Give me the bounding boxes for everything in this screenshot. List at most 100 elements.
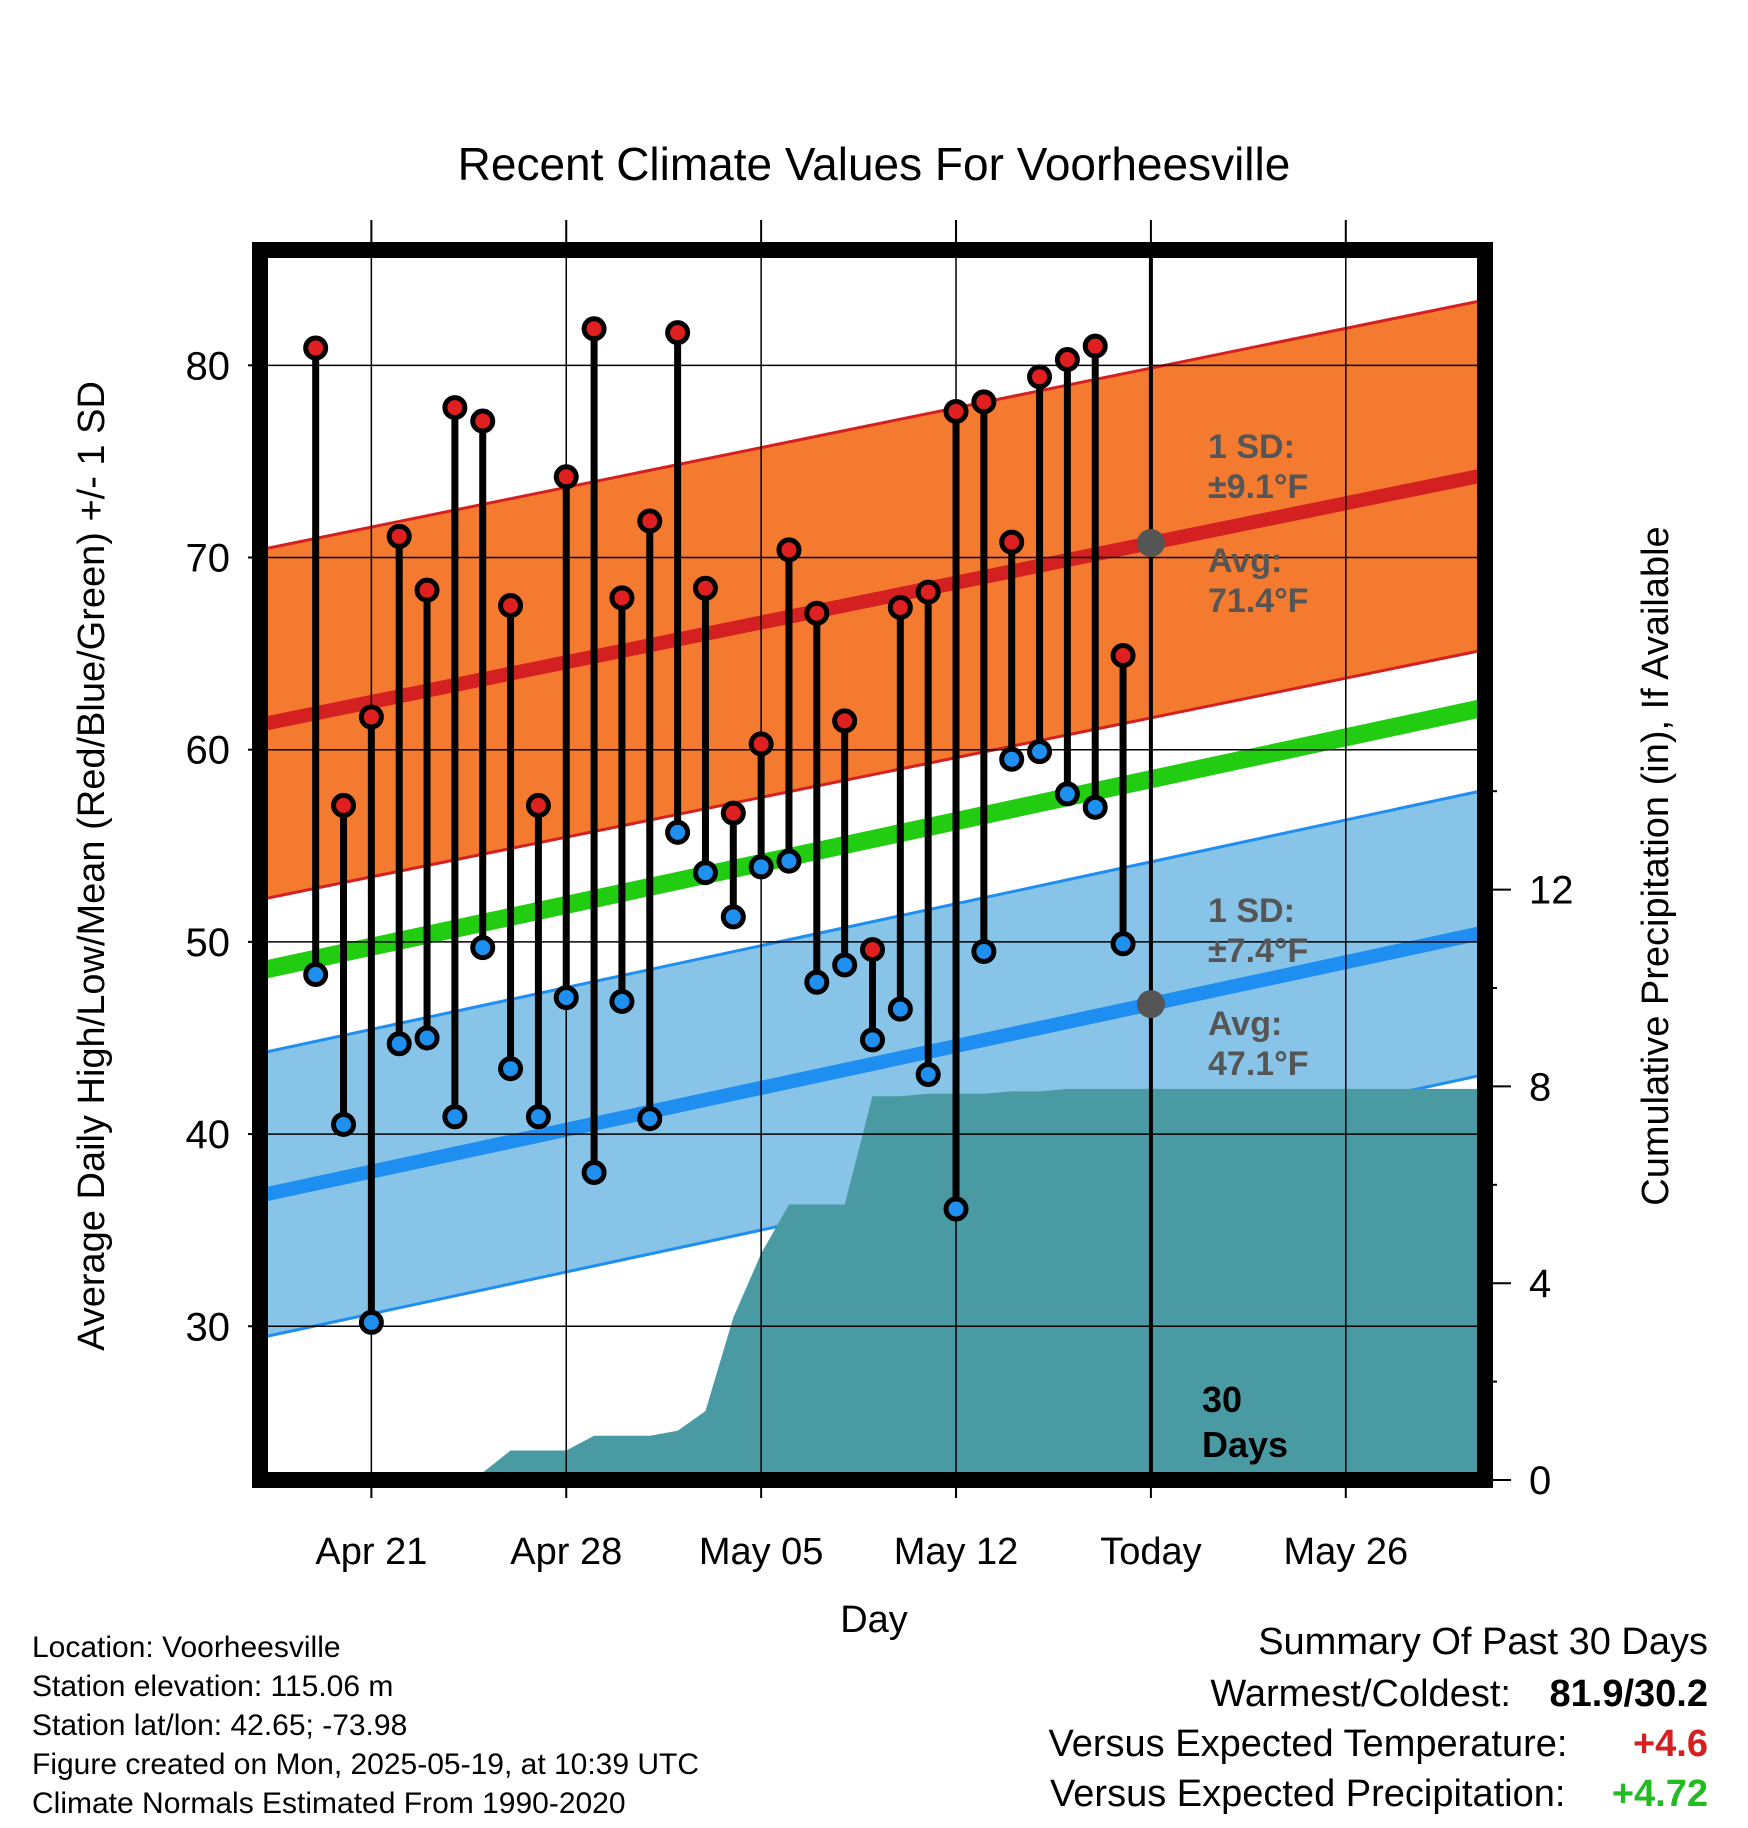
y-tick-label: 40 [186, 1113, 231, 1157]
high-point [887, 594, 913, 620]
high-sd-annotation: 1 SD: ±9.1°F [1208, 428, 1308, 506]
low-point [692, 860, 718, 886]
plot-content [260, 250, 1485, 1480]
low-point [581, 1160, 607, 1185]
temp-anomaly-value: +4.6 [1632, 1723, 1708, 1765]
low-point [358, 1309, 384, 1335]
mean-normal-line [260, 698, 1485, 980]
high-point [665, 320, 691, 346]
y2-axis-label: Cumulative Precipitation (in), If Availa… [1635, 526, 1677, 1205]
high-point [498, 593, 524, 619]
x-tick-label: May 26 [1283, 1531, 1408, 1573]
today-high-normal-marker [1136, 528, 1165, 557]
y-tick-label: 50 [186, 921, 231, 965]
figure-created: Figure created on Mon, 2025-05-19, at 10… [32, 1748, 700, 1781]
high-point [303, 335, 329, 361]
high-point [581, 316, 607, 342]
station-location: Location: Voorheesville [32, 1631, 341, 1664]
temp-anomaly-row: Versus Expected Temperature: +4.6 [1049, 1723, 1708, 1766]
y2-tick-label: 0 [1529, 1459, 1551, 1503]
y2-tick-label: 4 [1529, 1262, 1551, 1306]
precip-anomaly-value: +4.72 [1611, 1773, 1708, 1815]
y-axis-label: Average Daily High/Low/Mean (Red/Blue/Gr… [71, 381, 113, 1351]
high-point [442, 395, 468, 421]
high-point [999, 529, 1025, 555]
high-point [637, 508, 663, 534]
high-point [915, 579, 941, 605]
warmest-coldest-row: Warmest/Coldest: 81.9/30.2 [1210, 1673, 1708, 1716]
plot-area: 1 SD: ±9.1°F Avg: 71.4°F 1 SD: ±7.4°F Avg: 47.1… [186, 220, 1574, 1573]
low-point [498, 1056, 524, 1082]
high-point [525, 792, 551, 818]
high-point [1082, 333, 1108, 359]
low-point [748, 854, 774, 880]
low-point [832, 952, 858, 978]
low-point [525, 1104, 551, 1130]
low-point [331, 1111, 357, 1137]
low-point [999, 746, 1025, 772]
y2-tick-label: 12 [1529, 869, 1574, 913]
high-point [804, 600, 830, 626]
x-axis-label: Day [840, 1599, 908, 1641]
low-point [887, 996, 913, 1022]
y2-tick-label: 8 [1529, 1065, 1551, 1109]
high-point [1110, 643, 1136, 669]
low-point [665, 819, 691, 845]
low-point [609, 988, 635, 1014]
high-point [692, 575, 718, 601]
low-point [1110, 931, 1136, 957]
warmest-coldest-value: 81.9/30.2 [1549, 1673, 1708, 1715]
warmest-coldest-label: Warmest/Coldest: [1210, 1673, 1511, 1715]
station-latlon: Station lat/lon: 42.65; -73.98 [32, 1709, 408, 1742]
low-point [637, 1106, 663, 1132]
high-point [358, 704, 384, 730]
temp-anomaly-label: Versus Expected Temperature: [1048, 1723, 1568, 1765]
high-point [414, 577, 440, 603]
low-point [386, 1031, 412, 1057]
precip-anomaly-label: Versus Expected Precipitation: [1050, 1773, 1566, 1815]
x-tick-label: Today [1100, 1531, 1201, 1573]
low-point [1082, 794, 1108, 820]
x-tick-label: May 12 [894, 1531, 1019, 1573]
low-point [971, 938, 997, 964]
high-point [553, 464, 579, 490]
low-point [860, 1027, 885, 1053]
low-point [943, 1196, 969, 1222]
today-low-normal-marker [1136, 990, 1165, 1019]
low-point [553, 985, 579, 1011]
high-point [609, 585, 635, 611]
low-sd-annotation: 1 SD: ±7.4°F [1208, 892, 1308, 970]
low-normal-line [260, 925, 1485, 1203]
chart-title: Recent Climate Values For Voorheesville [458, 138, 1291, 190]
low-point [470, 935, 496, 961]
high-normal-line [260, 468, 1485, 732]
high-point [776, 537, 802, 563]
high-point [386, 523, 412, 549]
y-tick-label: 70 [186, 537, 231, 581]
high-point [832, 708, 858, 734]
high-avg-annotation: Avg: 71.4°F [1208, 542, 1309, 620]
low-avg-annotation: Avg: 47.1°F [1208, 1005, 1309, 1083]
low-point [915, 1061, 941, 1087]
high-sd-band-upper [260, 298, 1485, 552]
low-point [303, 962, 329, 988]
station-info: Location: Voorheesville Station elevatio… [32, 1628, 699, 1823]
high-point [470, 408, 496, 434]
low-point [1027, 739, 1053, 765]
y-tick-label: 80 [186, 344, 231, 388]
high-point [1027, 364, 1053, 390]
x-tick-label: Apr 28 [510, 1531, 622, 1573]
x-tick-label: Apr 21 [315, 1531, 427, 1573]
low-point [776, 848, 802, 874]
high-point [720, 800, 746, 826]
high-point [1054, 347, 1080, 373]
y-tick-label: 30 [186, 1305, 231, 1349]
normals-source: Climate Normals Estimated From 1990-2020 [32, 1787, 626, 1820]
high-point [943, 398, 969, 424]
high-point [748, 731, 774, 757]
high-sd-band-lower [260, 648, 1485, 902]
x-tick-label: May 05 [699, 1531, 824, 1573]
low-point [720, 904, 746, 930]
summary-title: Summary Of Past 30 Days [1258, 1621, 1708, 1663]
y-tick-label: 60 [186, 729, 231, 773]
